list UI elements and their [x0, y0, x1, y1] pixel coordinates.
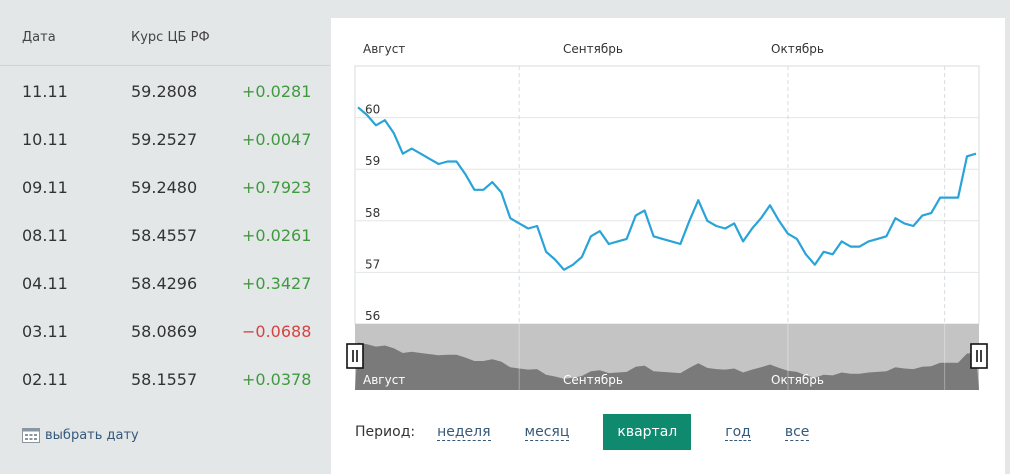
period-option[interactable]: год	[725, 423, 751, 441]
row-rate: 58.1557	[131, 370, 198, 389]
row-date: 04.11	[22, 274, 68, 293]
row-rate: 59.2480	[131, 178, 198, 197]
row-rate: 58.0869	[131, 322, 198, 341]
table-row: 09.11 59.2480 +0.7923	[0, 163, 330, 211]
table-row: 02.11 58.1557 +0.0378	[0, 355, 330, 403]
row-change: +0.7923	[242, 178, 312, 197]
navigator-handle-right[interactable]	[970, 343, 988, 369]
period-option[interactable]: квартал	[603, 414, 692, 450]
row-date: 10.11	[22, 130, 68, 149]
period-option[interactable]: все	[784, 423, 810, 441]
period-label: Период:	[355, 424, 416, 440]
row-date: 11.11	[22, 82, 68, 101]
row-rate: 58.4296	[131, 274, 198, 293]
y-tick-label: 59	[365, 154, 380, 168]
table-header: Дата Курс ЦБ РФ	[0, 0, 330, 66]
row-change: +0.3427	[242, 274, 312, 293]
row-rate: 59.2808	[131, 82, 198, 101]
row-change: +0.0047	[242, 130, 312, 149]
table-row: 10.11 59.2527 +0.0047	[0, 115, 330, 163]
period-selector: Период: неделя месяц квартал год все	[355, 414, 995, 450]
pick-date-link[interactable]: выбрать дату	[22, 425, 139, 445]
navigator-month-label: Сентябрь	[563, 373, 623, 387]
month-label: Сентябрь	[563, 42, 623, 56]
rate-chart[interactable]: 56 57 58 59 60 Август Сентябрь Октябрь Август Сен…	[331, 18, 1005, 398]
period-option[interactable]: месяц	[524, 423, 570, 441]
y-tick-label: 57	[365, 257, 380, 271]
rates-table: Дата Курс ЦБ РФ 11.11 59.2808 +0.0281 10.11…	[0, 0, 330, 474]
y-tick-label: 58	[365, 206, 380, 220]
row-date: 03.11	[22, 322, 68, 341]
row-rate: 58.4557	[131, 226, 198, 245]
row-change: +0.0261	[242, 226, 312, 245]
calendar-icon	[22, 428, 40, 443]
row-change: +0.0281	[242, 82, 312, 101]
month-label: Август	[363, 42, 405, 56]
header-rate: Курс ЦБ РФ	[131, 30, 210, 45]
table-row: 04.11 58.4296 +0.3427	[0, 259, 330, 307]
period-option[interactable]: неделя	[437, 423, 491, 441]
row-change: −0.0688	[242, 322, 312, 341]
navigator-area	[355, 342, 979, 390]
y-tick-label: 56	[365, 309, 380, 323]
chart-panel: 56 57 58 59 60 Август Сентябрь Октябрь Август Сен…	[331, 18, 1005, 474]
series-line	[357, 106, 977, 271]
header-date: Дата	[22, 30, 56, 45]
table-row: 11.11 59.2808 +0.0281	[0, 67, 330, 115]
y-tick-label: 60	[365, 103, 380, 117]
row-date: 09.11	[22, 178, 68, 197]
row-date: 02.11	[22, 370, 68, 389]
navigator-month-label: Октябрь	[771, 373, 824, 387]
row-rate: 59.2527	[131, 130, 198, 149]
row-date: 08.11	[22, 226, 68, 245]
plot-area	[354, 65, 980, 325]
row-change: +0.0378	[242, 370, 312, 389]
navigator-month-label: Август	[363, 373, 405, 387]
table-row: 03.11 58.0869 −0.0688	[0, 307, 330, 355]
month-label: Октябрь	[771, 42, 824, 56]
table-row: 08.11 58.4557 +0.0261	[0, 211, 330, 259]
navigator-handle-left[interactable]	[346, 343, 364, 369]
pick-date-label: выбрать дату	[45, 427, 139, 443]
